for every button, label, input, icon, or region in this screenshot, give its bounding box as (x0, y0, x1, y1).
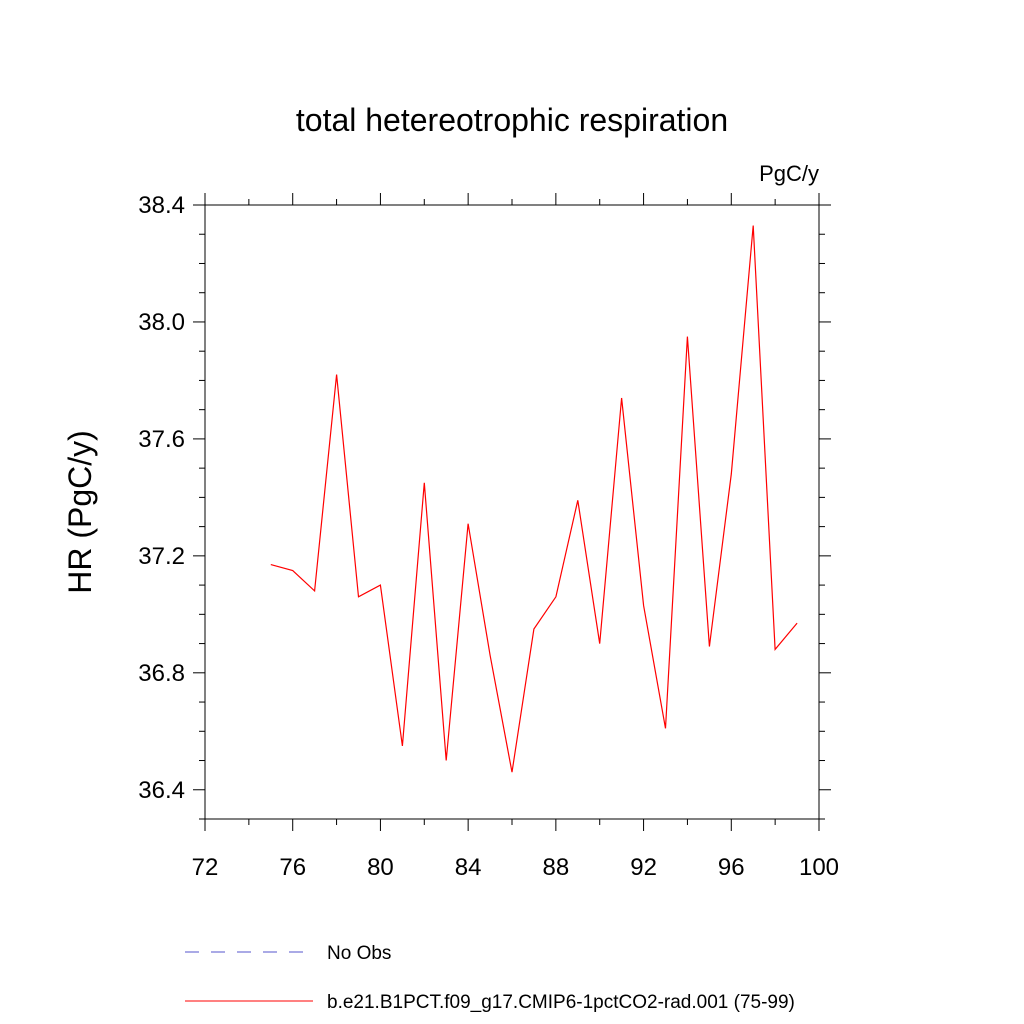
series-layer (270, 225, 798, 773)
x-tick-label: 88 (543, 854, 570, 881)
y-tick-label: 36.4 (138, 777, 185, 804)
x-tick-label: 76 (279, 854, 306, 881)
x-tick-label: 92 (630, 854, 657, 881)
y-axis-label: HR (PgC/y) (62, 430, 98, 594)
legend-label: No Obs (327, 943, 391, 964)
series-line-1 (270, 225, 798, 773)
legend: No Obs b.e21.B1PCT.f09_g17.CMIP6-1pctCO2-… (185, 943, 795, 1013)
x-tick-label: 100 (799, 854, 839, 881)
y-tick-label: 36.8 (138, 660, 185, 687)
y-tick-label: 37.2 (138, 543, 185, 570)
x-tick-label: 72 (192, 854, 219, 881)
units-label: PgC/y (759, 161, 819, 186)
chart-title: total hetereotrophic respiration (296, 102, 728, 138)
y-tick-label: 37.6 (138, 426, 185, 453)
tick-labels-layer: 72 76 80 84 88 92 96 100 36.4 36.8 37.2 37.6 38.0 38.… (138, 192, 839, 881)
x-tick-label: 84 (455, 854, 482, 881)
y-tick-label: 38.4 (138, 192, 185, 219)
x-tick-label: 96 (718, 854, 745, 881)
legend-label: b.e21.B1PCT.f09_g17.CMIP6-1pctCO2-rad.00… (327, 992, 795, 1013)
ticks-layer (193, 193, 831, 831)
x-tick-label: 80 (367, 854, 394, 881)
y-tick-label: 38.0 (138, 309, 185, 336)
